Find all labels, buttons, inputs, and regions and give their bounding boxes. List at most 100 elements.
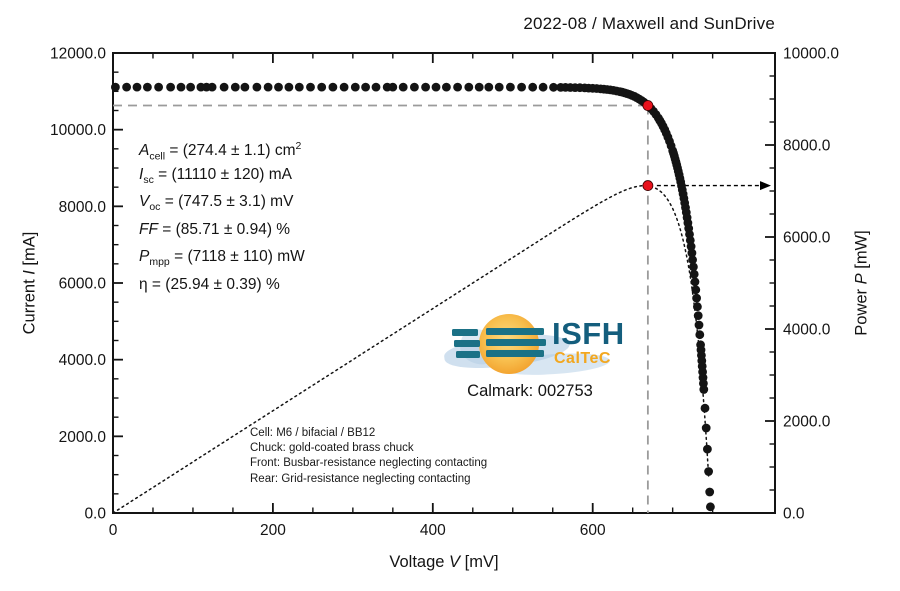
iv-data-point: [252, 82, 262, 92]
x-tick-label: 400: [420, 522, 446, 539]
iv-data-point: [695, 330, 705, 340]
iv-data-point: [431, 82, 441, 92]
iv-data-point: [442, 82, 451, 92]
iv-data-point: [339, 82, 349, 92]
pv-curve: [112, 184, 710, 514]
y-left-tick-label: 6000.0: [59, 276, 107, 293]
chart-title: 2022-08 / Maxwell and SunDrive: [523, 14, 775, 33]
y-right-label-unit: [mW]: [852, 230, 871, 274]
iv-data-point: [484, 82, 494, 92]
x-axis-ticks: 0 200 400 600: [109, 53, 714, 539]
y-right-tick-label: 6000.0: [783, 230, 831, 247]
value: = (274.4 ± 1.1) cm: [165, 142, 296, 160]
x-tick-label: 600: [580, 522, 606, 539]
y-right-tick-label: 10000.0: [783, 46, 839, 63]
y-left-tick-label: 12000.0: [50, 46, 106, 63]
iv-data-point: [143, 82, 152, 92]
iv-data-points: [111, 82, 715, 512]
iv-data-point: [388, 82, 398, 92]
logo-caltec-text: CalTeC: [554, 350, 611, 367]
iv-data-point: [549, 82, 558, 92]
iv-data-point: [350, 82, 360, 92]
iv-data-point: [306, 82, 315, 92]
y-left-tick-label: 4000.0: [59, 352, 107, 369]
note-cell: Cell: M6 / bifacial / BB12: [250, 427, 376, 439]
iv-data-point: [474, 82, 484, 92]
annotation-efficiency: η = (25.94 ± 0.39) %: [139, 271, 305, 299]
iv-data-point: [699, 385, 709, 394]
iv-data-point: [219, 82, 229, 92]
mpp-markers: [642, 100, 654, 191]
x-label-pre: Voltage: [389, 553, 450, 571]
iv-data-point: [410, 82, 419, 92]
value: = (85.71 ± 0.94) %: [157, 220, 291, 238]
annotation-voc: Voc = (747.5 ± 3.1) mV: [139, 188, 305, 216]
y-left-tick-label: 10000.0: [50, 122, 106, 139]
y-left-label-pre: Current: [20, 274, 39, 335]
symbol: V: [139, 193, 150, 210]
iv-data-point: [687, 248, 697, 258]
mpp-marker-pv: [642, 180, 654, 191]
iv-data-point: [689, 262, 698, 272]
iv-data-point: [494, 82, 504, 92]
note-rear: Rear: Grid-resistance neglecting contact…: [250, 472, 471, 485]
iv-data-point: [506, 82, 515, 92]
y-left-tick-label: 0.0: [84, 506, 106, 523]
y-right-axis-title: Power P [mW]: [853, 230, 872, 335]
iv-data-point: [230, 82, 240, 92]
iv-data-point: [706, 502, 715, 512]
iv-data-point: [122, 82, 131, 92]
subscript: cell: [149, 150, 166, 163]
iv-data-point: [464, 82, 474, 92]
value: = (11110 ± 120) mA: [153, 165, 292, 183]
iv-data-point: [538, 82, 548, 92]
y-left-axis-title: Current I [mA]: [21, 232, 40, 335]
subscript: oc: [149, 201, 161, 214]
iv-data-point: [693, 302, 702, 312]
iv-data-point: [528, 82, 538, 92]
iv-data-point: [284, 82, 294, 92]
iv-data-point: [186, 82, 196, 92]
x-axis-title: Voltage V [mV]: [389, 553, 498, 572]
iv-data-point: [703, 444, 712, 454]
iv-data-point: [154, 82, 164, 92]
x-tick-label: 0: [109, 522, 118, 539]
logo-bar-icon: [486, 350, 544, 357]
y-left-label-unit: [mA]: [20, 231, 39, 271]
iv-data-point: [263, 82, 273, 92]
symbol: FF: [139, 220, 158, 238]
x-label-symbol: V: [449, 553, 461, 571]
subscript: sc: [143, 173, 154, 186]
logo-bar-icon: [486, 328, 544, 335]
iv-data-point: [689, 269, 699, 279]
iv-data-point: [694, 320, 704, 330]
iv-data-point: [517, 82, 526, 92]
arrow-head-icon: [760, 181, 771, 191]
y-left-tick-label: 2000.0: [59, 429, 107, 446]
iv-data-point: [240, 82, 250, 92]
iv-data-point: [317, 82, 327, 92]
logo-bar-icon: [456, 351, 480, 358]
isfh-caltec-logo: ISFH CalTeC: [442, 310, 632, 384]
y-left-label-symbol: I: [20, 270, 39, 275]
iv-data-point: [371, 82, 381, 92]
symbol: I: [139, 165, 144, 183]
logo-isfh-text: ISFH: [552, 316, 625, 351]
iv-data-point: [690, 277, 700, 287]
y-right-tick-label: 0.0: [783, 506, 805, 523]
annotation-isc: Isc = (11110 ± 120) mA: [139, 161, 305, 189]
logo-bar-icon: [454, 340, 480, 347]
iv-data-point: [207, 82, 217, 92]
iv-data-point: [704, 467, 713, 476]
logo-bar-icon: [452, 329, 478, 336]
annotation-ff: FF = (85.71 ± 0.94) %: [139, 216, 305, 244]
symbol: A: [139, 142, 150, 160]
x-label-unit: [mV]: [460, 553, 499, 571]
iv-data-point: [688, 255, 697, 265]
iv-data-point: [691, 285, 701, 295]
y-right-tick-label: 8000.0: [783, 138, 831, 155]
y-right-label-symbol: P: [852, 273, 871, 285]
symbol: P: [139, 248, 150, 265]
superscript: 2: [295, 140, 302, 152]
